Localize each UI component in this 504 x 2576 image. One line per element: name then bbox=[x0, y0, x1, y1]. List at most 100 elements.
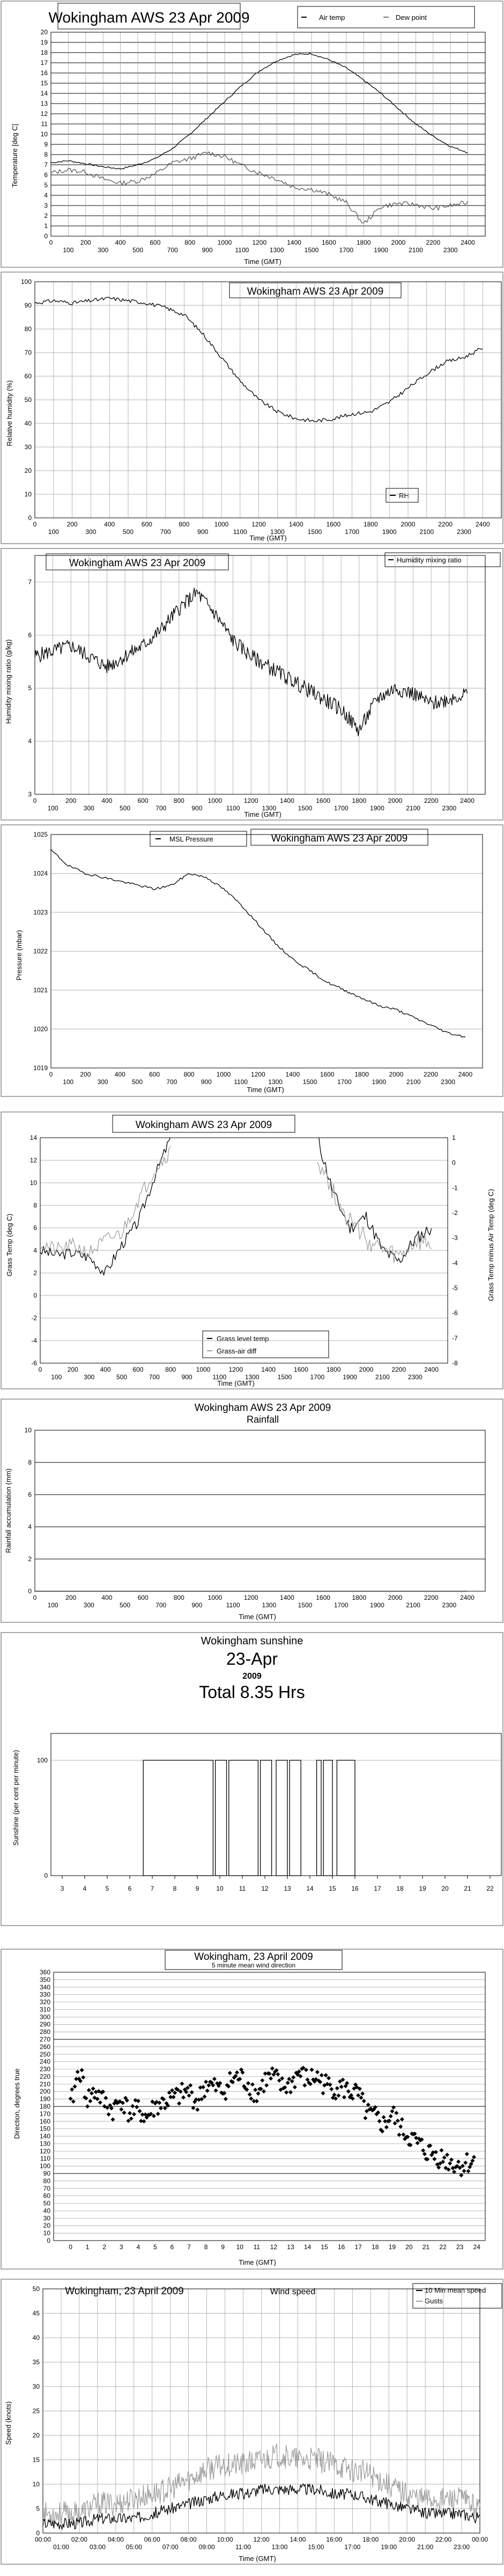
x-tick-label: 13 bbox=[287, 2243, 294, 2251]
sunshine-chart: Wokingham sunshine 23-Apr 2009 Total 8.3… bbox=[1, 1632, 503, 1926]
direction-point bbox=[260, 2078, 265, 2083]
direction-point bbox=[468, 2164, 472, 2169]
y-axis-label: Grass Temp (deg C) bbox=[5, 1214, 13, 1277]
y-tick-label: 250 bbox=[40, 2051, 50, 2058]
direction-point bbox=[354, 2085, 359, 2090]
direction-point bbox=[328, 2082, 332, 2087]
direction-point bbox=[359, 2095, 364, 2100]
x-tick-label: 500 bbox=[132, 246, 143, 254]
direction-point bbox=[405, 2134, 410, 2139]
y-tick-label: 50 bbox=[25, 396, 32, 404]
y-tick-label: 70 bbox=[43, 2185, 51, 2192]
direction-point bbox=[247, 2092, 252, 2097]
series-layer bbox=[40, 1138, 432, 1276]
direction-point bbox=[84, 2096, 88, 2101]
chart-title: Wokingham AWS 23 Apr 2009 bbox=[195, 1402, 331, 1414]
direction-point bbox=[199, 2097, 204, 2102]
x-tick-label: 1100 bbox=[233, 528, 247, 536]
x-axis-label: Time (GMT) bbox=[239, 1613, 276, 1621]
direction-point bbox=[166, 2103, 171, 2108]
direction-point bbox=[164, 2101, 169, 2106]
direction-point bbox=[327, 2076, 331, 2081]
y-tick-label: 10 bbox=[30, 1179, 38, 1187]
grass-temperature-chart: Wokingham AWS 23 Apr 2009 Grass level te… bbox=[1, 1111, 503, 1389]
direction-point bbox=[251, 2099, 256, 2104]
x-tick-label: 1000 bbox=[208, 797, 223, 804]
direction-point bbox=[250, 2082, 255, 2087]
legend-label-gusts: Gusts bbox=[425, 2297, 443, 2305]
y-tick-labels: 0102030405060708090100110120130140150160… bbox=[40, 1968, 50, 2244]
y-tick-label: 2 bbox=[33, 1269, 37, 1277]
x-tick-label: 1100 bbox=[226, 804, 240, 812]
y-tick-label: 110 bbox=[40, 2155, 50, 2162]
grid bbox=[34, 555, 486, 795]
x-tick-label: 1200 bbox=[244, 797, 258, 804]
x-tick-label: 600 bbox=[138, 1594, 149, 1601]
direction-point bbox=[195, 2107, 200, 2112]
sunshine-period bbox=[228, 1760, 259, 1876]
x-tick-label: 100 bbox=[63, 1078, 73, 1086]
direction-point bbox=[227, 2070, 232, 2075]
direction-point bbox=[392, 2121, 397, 2126]
chart-title: Wokingham AWS 23 Apr 2009 bbox=[247, 286, 384, 297]
y2-tick-label: 0 bbox=[452, 1159, 456, 1167]
y2-tick-label: -3 bbox=[452, 1234, 458, 1242]
y-tick-label: 270 bbox=[40, 2036, 50, 2043]
series-pressure bbox=[50, 848, 465, 1038]
sunshine-period bbox=[143, 1760, 214, 1876]
direction-point bbox=[443, 2165, 448, 2170]
x-tick-label: 400 bbox=[100, 1366, 111, 1373]
x-tick-label: 15 bbox=[321, 2243, 328, 2251]
y-tick-label: 0 bbox=[33, 1292, 37, 1299]
x-tick-label: 1300 bbox=[270, 246, 284, 254]
x-tick-label: 600 bbox=[138, 797, 149, 804]
chart-title: Wokingham AWS 23 Apr 2009 bbox=[69, 558, 206, 569]
y-tick-label: 40 bbox=[33, 2334, 40, 2341]
direction-point bbox=[472, 2155, 476, 2160]
x-tick-label: 1 bbox=[86, 2243, 90, 2251]
x-tick-label: 2200 bbox=[426, 239, 440, 246]
x-tick-label: 0 bbox=[49, 1071, 53, 1078]
x-tick-label: 00:00 bbox=[472, 2536, 488, 2543]
y-tick-label: 1024 bbox=[33, 870, 48, 877]
x-tick-label: 2000 bbox=[359, 1366, 374, 1373]
direction-point bbox=[161, 2097, 166, 2102]
x-tick-label: 03:00 bbox=[90, 2543, 106, 2551]
x-tick-label: 6 bbox=[128, 1885, 132, 1892]
x-tick-label: 18 bbox=[372, 2243, 379, 2251]
y2-axis-label: Grass Temp minus Air Temp (deg C) bbox=[487, 1189, 495, 1301]
plot-area-border bbox=[50, 32, 486, 237]
direction-point bbox=[288, 2090, 293, 2095]
direction-point bbox=[335, 2086, 339, 2091]
x-tick-label: 2300 bbox=[441, 1078, 455, 1086]
direction-point bbox=[232, 2075, 236, 2080]
grass-temperature-chart-panel: Wokingham AWS 23 Apr 2009 Grass level te… bbox=[0, 1111, 504, 1390]
grid bbox=[40, 1137, 448, 1364]
direction-point bbox=[197, 2097, 201, 2102]
direction-point bbox=[231, 2080, 235, 2084]
direction-point bbox=[75, 2069, 80, 2074]
x-tick-label: 23 bbox=[456, 2243, 464, 2251]
direction-point bbox=[187, 2093, 191, 2098]
y-tick-label: 30 bbox=[43, 2214, 51, 2222]
direction-point bbox=[126, 2118, 131, 2123]
y-axis-label: Sunshine (per cent per minute) bbox=[12, 1750, 20, 1846]
x-tick-label: 19:00 bbox=[381, 2543, 397, 2551]
x-tick-labels: 0 200 400 600 800 1000 1200 1400 1600 1800 2000 220… bbox=[33, 521, 490, 536]
x-tick-label: 900 bbox=[182, 1373, 192, 1381]
y-tick-label: 80 bbox=[43, 2177, 51, 2185]
direction-point bbox=[88, 2099, 93, 2104]
direction-point bbox=[180, 2081, 184, 2086]
y-axis-label: Relative humidity (%) bbox=[5, 380, 13, 447]
direction-point bbox=[223, 2097, 228, 2102]
direction-point bbox=[242, 2084, 247, 2089]
y-tick-label: 5 bbox=[44, 181, 48, 189]
y-tick-label: 1023 bbox=[33, 909, 48, 916]
x-tick-label: 1800 bbox=[357, 239, 371, 246]
y-tick-label: 150 bbox=[40, 2125, 50, 2133]
sunshine-period bbox=[336, 1760, 355, 1876]
direction-point bbox=[264, 2083, 269, 2088]
direction-point bbox=[135, 2105, 139, 2110]
x-tick-label: 1500 bbox=[303, 1078, 317, 1086]
direction-point bbox=[346, 2089, 351, 2094]
